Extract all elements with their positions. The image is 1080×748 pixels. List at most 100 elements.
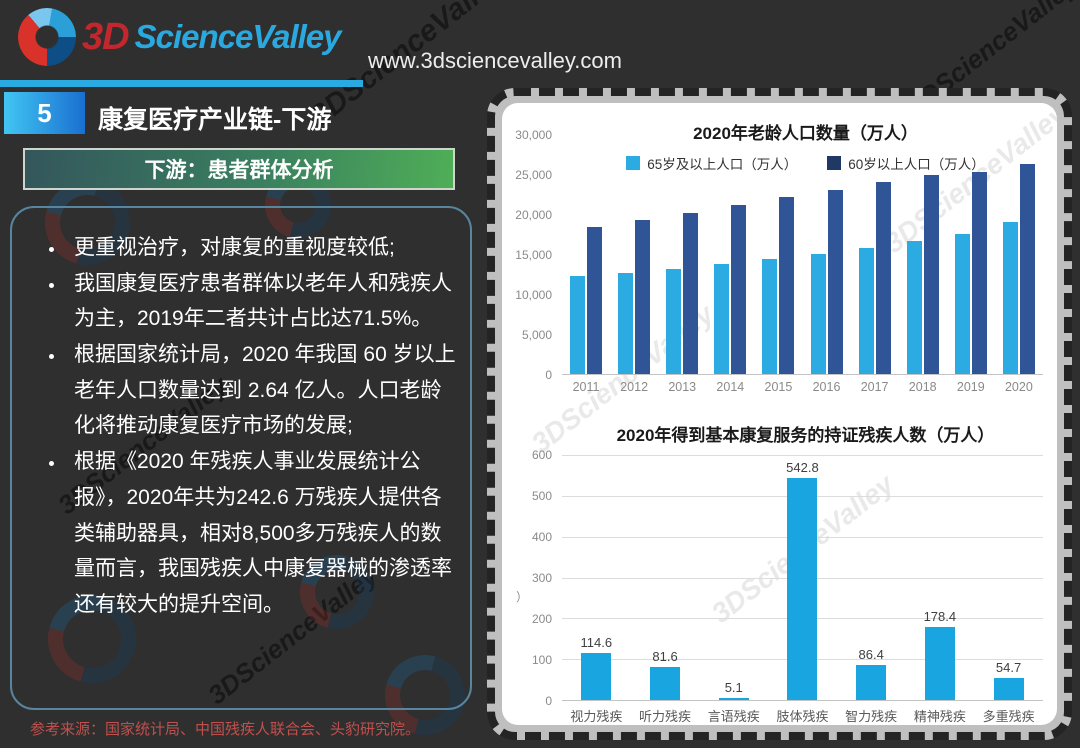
bullet-item: 我国康复医疗患者群体以老年人和残疾人为主，2019年二者共计占比达71.5%。	[66, 266, 458, 337]
bar	[924, 627, 955, 700]
bar	[1002, 222, 1018, 374]
bar-group: 2011	[570, 135, 603, 394]
x-tick-label: 2018	[908, 380, 937, 394]
bar	[570, 276, 586, 374]
y-axis: ） 600 500 400 300 200 100 0	[508, 448, 556, 708]
page-number-badge: 5	[4, 92, 85, 134]
x-tick-label: 多重残疾	[982, 709, 1035, 724]
bar-group: 2013	[666, 135, 699, 394]
bar-value-label: 81.6	[652, 648, 678, 664]
bullet-item: 根据国家统计局，2020 年我国 60 岁以上老年人口数量达到 2.64 亿人。…	[66, 337, 458, 444]
y-tick-label: 0	[545, 368, 552, 382]
bar	[650, 666, 681, 700]
charts-dashed-frame: 3DScienceValley 3DScienceValley 3DScienc…	[487, 88, 1072, 740]
gridline	[562, 455, 1043, 456]
bar-column: 54.7 多重残疾	[978, 455, 1040, 724]
bar-value-label: 114.6	[580, 635, 613, 651]
plot: 2011 2012 2013 2014 2015 2016 2017 2018 2019 2020	[562, 135, 1043, 394]
logo-text-science-valley: ScienceValley	[134, 18, 342, 55]
y-tick-label: 25,000	[515, 167, 552, 182]
y-axis: 30,000 25,000 20,000 15,000 10,000 5,000 0	[508, 128, 556, 382]
legend-swatch	[626, 156, 641, 170]
bar	[993, 677, 1024, 700]
bar-group: 2017	[858, 135, 891, 394]
bar	[731, 204, 747, 374]
legend-label: 65岁及以上人口（万人）	[647, 157, 798, 172]
y-tick-label: 20,000	[515, 207, 552, 222]
page-title: 康复医疗产业链-下游	[98, 106, 332, 134]
x-tick-label: 2014	[716, 380, 745, 394]
chart-title: 2020年老龄人口数量（万人）	[693, 124, 918, 143]
bar-group: 2018	[906, 135, 939, 394]
x-tick-label: 智力残疾	[845, 709, 898, 724]
bar-group: 2014	[714, 135, 747, 394]
y-tick-label: 100	[531, 653, 552, 667]
section-banner: 下游：患者群体分析	[23, 148, 455, 190]
x-tick-label: 听力残疾	[639, 709, 692, 724]
bar	[581, 653, 612, 700]
bar-group: 2019	[954, 135, 987, 394]
bar	[810, 254, 826, 374]
bar	[718, 697, 749, 700]
bar-column: 81.6 听力残疾	[634, 455, 696, 724]
site-url: www.3dsciencevalley.com	[368, 48, 622, 73]
bar-group: 2012	[618, 135, 651, 394]
header-divider	[0, 80, 363, 87]
bullet-text-box: 更重视治疗，对康复的重视度较低;我国康复医疗患者群体以老年人和残疾人为主，201…	[10, 206, 472, 710]
bar	[635, 219, 651, 374]
charts-panel: 3DScienceValley 3DScienceValley 3DScienc…	[502, 103, 1057, 725]
bar	[779, 197, 795, 374]
y-tick-label: 300	[531, 571, 552, 585]
y-tick-label: 600	[531, 448, 552, 462]
bar-group: 2015	[762, 135, 795, 394]
y-tick-label: 0	[545, 694, 552, 708]
chart-elderly-population: 2020年老龄人口数量（万人） 65岁及以上人口（万人） 60岁以上人口（万人） …	[502, 103, 1057, 401]
bar	[1019, 163, 1035, 374]
x-tick-label: 2016	[812, 380, 841, 394]
y-tick-label: 15,000	[515, 248, 552, 262]
x-tick-label: 言语残疾	[707, 709, 760, 724]
bar-column: 86.4 智力残疾	[840, 455, 902, 724]
brand-logo: 3D ScienceValley	[18, 8, 342, 66]
bar-value-label: 542.8	[786, 460, 819, 476]
x-tick-label: 2017	[860, 380, 889, 394]
brand-swirl-icon	[18, 8, 76, 66]
x-tick-label: 2019	[956, 380, 985, 394]
x-tick-label: 精神残疾	[913, 709, 966, 724]
bullet-list: 更重视治疗，对康复的重视度较低;我国康复医疗患者群体以老年人和残疾人为主，201…	[26, 230, 458, 623]
chart-plot-area: 30,000 25,000 20,000 15,000 10,000 5,000 0 201…	[508, 128, 1043, 394]
bar-column: 114.6 视力残疾	[565, 455, 627, 724]
bar	[971, 171, 987, 374]
bar-value-label: 54.7	[995, 659, 1022, 675]
x-tick-label: 肢体残疾	[776, 709, 829, 724]
bar	[875, 182, 891, 374]
bar-column: 542.8 肢体残疾	[771, 455, 833, 724]
bar	[954, 233, 970, 374]
chart-legend: 65岁及以上人口（万人） 60岁以上人口（万人）	[562, 153, 1049, 173]
y-tick-label: 30,000	[515, 128, 552, 142]
bar	[618, 272, 634, 374]
y-tick-label: 200	[531, 612, 552, 626]
bar-value-label: 86.4	[858, 646, 884, 662]
x-tick-label: 视力残疾	[570, 709, 623, 724]
bar-column: 5.1 言语残疾	[703, 455, 765, 724]
bar-column: 178.4 精神残疾	[909, 455, 971, 724]
bar	[923, 175, 939, 374]
bar-value-label: 178.4	[923, 609, 957, 625]
bar	[714, 264, 730, 374]
bar	[787, 478, 818, 700]
chart-title: 2020年得到基本康复服务的持证残疾人数（万人）	[616, 426, 995, 445]
legend-item: 65岁及以上人口（万人）	[626, 153, 797, 173]
bar-group: 2016	[810, 135, 843, 394]
chart-disabled-rehab-services: 2020年得到基本康复服务的持证残疾人数（万人） ） 600 500 400 300 2…	[502, 403, 1057, 725]
bar	[906, 241, 922, 374]
plot: 114.6 视力残疾 81.6 听力残疾 5.1 言语残疾 542.8 肢体残疾 86.4 智力残…	[562, 455, 1043, 724]
logo-text-3d: 3D	[82, 15, 130, 58]
bar-value-label: 5.1	[724, 679, 743, 695]
bar	[827, 190, 843, 374]
bar	[762, 259, 778, 374]
legend-swatch	[827, 156, 842, 170]
x-tick-label: 2012	[620, 380, 649, 394]
bullet-item: 根据《2020 年残疾人事业发展统计公报》，2020年共为242.6 万残疾人提…	[66, 444, 458, 622]
